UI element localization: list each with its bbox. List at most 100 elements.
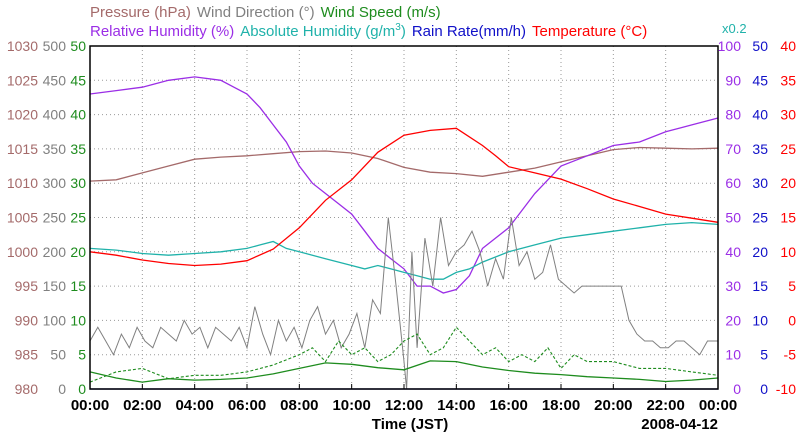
tick-label-wind-direction: 100 [43,312,67,328]
tick-label-temperature: 20 [780,175,796,191]
tick-label-relative-humidity: 0 [733,381,741,397]
series-wind-speed-gust [89,326,719,383]
series-wind-speed [89,360,719,383]
tick-label-pressure: 995 [15,278,39,294]
tick-label-temperature: 10 [780,244,796,260]
tick-label-wind-speed: 15 [70,278,86,294]
tick-label-temperature: 0 [788,312,796,328]
tick-label-rain-rate: 50 [752,38,768,54]
x-tick-label: 06:00 [228,397,266,414]
tick-label-temperature: 5 [788,278,796,294]
tick-label-wind-direction: 150 [43,278,67,294]
tick-label-relative-humidity: 80 [725,107,741,123]
x-tick-label: 16:00 [489,397,527,414]
legend: Pressure (hPa) Wind Direction (°) Wind Spe… [90,4,747,40]
tick-label-wind-direction: 50 [50,347,66,363]
legend-item-rain-rate-mm-h: Rain Rate(mm/h) [412,23,526,40]
tick-label-wind-speed: 20 [70,244,86,260]
tick-label-rain-rate: 10 [752,312,768,328]
legend-item-wind-speed-m-s: Wind Speed (m/s) [321,4,441,21]
tick-label-rain-rate: 15 [752,278,768,294]
tick-label-relative-humidity: 100 [718,38,742,54]
tick-label-temperature: 35 [780,72,796,88]
date-label: 2008-04-12 [641,416,718,433]
scale-note: x0.2 [722,21,747,36]
legend-item-relative-humidity: Relative Humidity (%) [90,23,234,40]
x-tick-label: 22:00 [646,397,684,414]
series-wind-direction [89,217,718,390]
tick-label-wind-direction: 200 [43,244,67,260]
x-axis-label: Time (JST) [372,416,448,433]
tick-label-wind-speed: 0 [78,381,86,397]
tick-label-pressure: 1000 [7,244,38,260]
tick-label-temperature: 25 [780,141,796,157]
x-tick-label: 18:00 [542,397,580,414]
tick-label-relative-humidity: 70 [725,141,741,157]
tick-label-rain-rate: 45 [752,72,768,88]
axes: 1030102510201015101010051000995990985980… [7,38,796,414]
legend-item-absolute-humidity-g-m: Absolute Humidity (g/m [240,23,395,40]
tick-label-relative-humidity: 30 [725,278,741,294]
x-tick-label: 12:00 [385,397,423,414]
legend-item-wind-direction: Wind Direction (°) [197,4,315,21]
plot-border [89,45,719,390]
legend-item-pressure-hpa: Pressure (hPa) [90,4,191,21]
tick-label-pressure: 980 [15,381,39,397]
tick-label-relative-humidity: 40 [725,244,741,260]
tick-label-temperature: 30 [780,107,796,123]
tick-label-rain-rate: 35 [752,141,768,157]
tick-label-wind-direction: 450 [43,72,67,88]
tick-label-relative-humidity: 20 [725,312,741,328]
legend-superscript: 3 [395,22,401,33]
series-relative-humidity [89,76,719,294]
tick-label-wind-direction: 250 [43,210,67,226]
tick-label-wind-speed: 5 [78,347,86,363]
series-temperature [89,127,719,267]
tick-label-pressure: 985 [15,347,39,363]
x-tick-label: 10:00 [332,397,370,414]
x-tick-label: 20:00 [594,397,632,414]
tick-label-temperature: 15 [780,210,796,226]
tick-label-rain-rate: 40 [752,107,768,123]
plot-frame [89,45,719,390]
tick-label-temperature: -10 [776,381,796,397]
tick-label-rain-rate: 30 [752,175,768,191]
tick-label-wind-speed: 50 [70,38,86,54]
tick-label-wind-direction: 0 [58,381,66,397]
series-pressure [89,146,719,182]
x-tick-label: 00:00 [699,397,737,414]
tick-label-wind-speed: 30 [70,175,86,191]
tick-label-relative-humidity: 50 [725,210,741,226]
tick-label-pressure: 1005 [7,210,38,226]
legend-suffix: ) [401,23,406,40]
tick-label-pressure: 990 [15,312,39,328]
tick-label-pressure: 1020 [7,107,38,123]
tick-label-temperature: -5 [784,347,797,363]
x-tick-label: 02:00 [123,397,161,414]
tick-label-wind-speed: 10 [70,312,86,328]
tick-label-wind-speed: 25 [70,210,86,226]
tick-label-pressure: 1025 [7,72,38,88]
tick-label-wind-direction: 500 [43,38,67,54]
grid [90,46,718,389]
tick-label-rain-rate: 0 [760,381,768,397]
tick-label-relative-humidity: 90 [725,72,741,88]
tick-label-temperature: 40 [780,38,796,54]
tick-label-wind-direction: 350 [43,141,67,157]
legend-item-temperature-c: Temperature (°C) [532,23,647,40]
tick-label-wind-direction: 400 [43,107,67,123]
tick-label-relative-humidity: 60 [725,175,741,191]
tick-label-wind-speed: 35 [70,141,86,157]
x-tick-label: 04:00 [175,397,213,414]
tick-label-relative-humidity: 10 [725,347,741,363]
tick-label-pressure: 1010 [7,175,38,191]
legend-row-1: Pressure (hPa) Wind Direction (°) Wind Spe… [90,4,441,21]
legend-row-2: Relative Humidity (%) Absolute Humidity (… [90,22,647,40]
tick-label-pressure: 1015 [7,141,38,157]
tick-label-rain-rate: 20 [752,244,768,260]
x-tick-label: 08:00 [280,397,318,414]
x-tick-label: 00:00 [71,397,109,414]
tick-label-wind-direction: 300 [43,175,67,191]
